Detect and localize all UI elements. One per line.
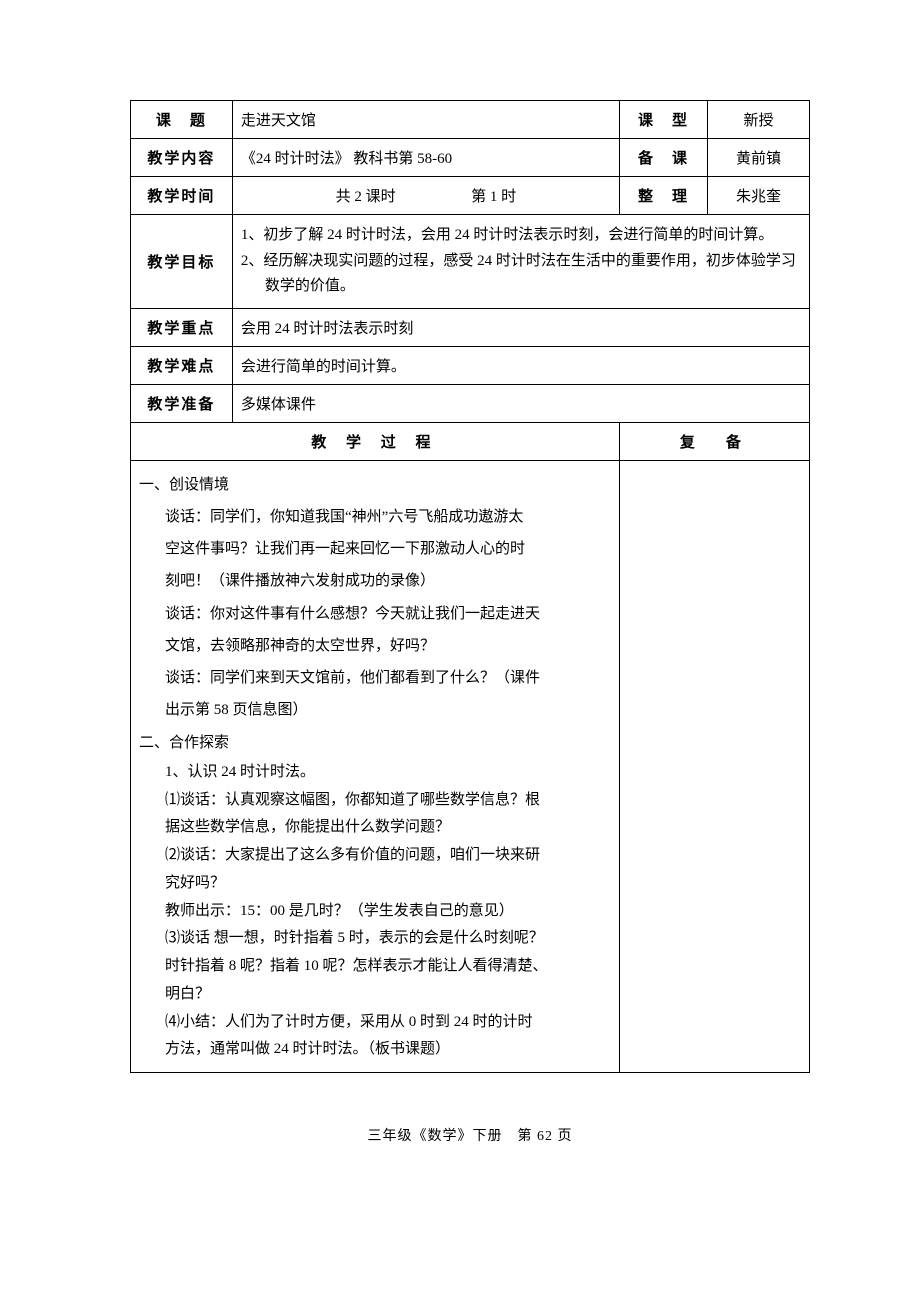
prepare-value: 黄前镇 [708, 139, 810, 177]
time-value-b: 第 1 时 [471, 189, 516, 205]
row-goals: 教学目标 1、初步了解 24 时计时法，会用 24 时计时法表示时刻，会进行简单… [131, 215, 810, 309]
row-content: 教学内容 《24 时计时法》 教科书第 58-60 备 课 黄前镇 [131, 139, 810, 177]
time-value-a: 共 2 课时 [336, 189, 396, 205]
process-label: 教 学 过 程 [131, 422, 620, 460]
process-line: 据这些数学信息，你能提出什么数学问题？ [165, 814, 611, 842]
process-line: 出示第 58 页信息图） [165, 694, 611, 726]
process-line: 时针指着 8 呢？指着 10 呢？怎样表示才能让人看得清楚、 [165, 953, 611, 981]
time-label: 教学时间 [131, 177, 233, 215]
process-line: ⑵谈话：大家提出了这么多有价值的问题，咱们一块来研 [165, 842, 611, 870]
goal-line-2: 2、经历解决现实问题的过程，感受 24 时计时法在生活中的重要作用，初步体验学习… [241, 249, 801, 300]
org-value: 朱兆奎 [708, 177, 810, 215]
process-line: 谈话：同学们来到天文馆前，他们都看到了什么？（课件 [165, 662, 611, 694]
process-line: ⑶谈话 想一想，时针指着 5 时，表示的会是什么时刻呢？ [165, 925, 611, 953]
goal-value: 1、初步了解 24 时计时法，会用 24 时计时法表示时刻，会进行简单的时间计算… [232, 215, 809, 309]
difficulty-value: 会进行简单的时间计算。 [232, 346, 809, 384]
row-time: 教学时间 共 2 课时 第 1 时 整 理 朱兆奎 [131, 177, 810, 215]
notes-label: 复 备 [619, 422, 809, 460]
notes-body [619, 460, 809, 1073]
content-value: 《24 时计时法》 教科书第 58-60 [232, 139, 619, 177]
row-prep: 教学准备 多媒体课件 [131, 384, 810, 422]
content-label: 教学内容 [131, 139, 233, 177]
page-footer: 三年级《数学》下册 第 62 页 [130, 1125, 810, 1145]
row-process-header: 教 学 过 程 复 备 [131, 422, 810, 460]
lesson-plan-table: 课 题 走进天文馆 课 型 新授 教学内容 《24 时计时法》 教科书第 58-… [130, 100, 810, 1073]
process-line: 空这件事吗？让我们再一起来回忆一下那激动人心的时 [165, 533, 611, 565]
time-value: 共 2 课时 第 1 时 [232, 177, 619, 215]
row-topic: 课 题 走进天文馆 课 型 新授 [131, 101, 810, 139]
section-2-title: 二、合作探索 [139, 727, 611, 759]
process-line: 教师出示：15：00 是几时？（学生发表自己的意见） [165, 898, 611, 926]
row-keypoint: 教学重点 会用 24 时计时法表示时刻 [131, 308, 810, 346]
process-line: 1、认识 24 时计时法。 [165, 759, 611, 787]
goal-label: 教学目标 [131, 215, 233, 309]
topic-label: 课 题 [131, 101, 233, 139]
org-label: 整 理 [619, 177, 707, 215]
goal-line-1: 1、初步了解 24 时计时法，会用 24 时计时法表示时刻，会进行简单的时间计算… [241, 223, 801, 249]
process-line: 谈话：你对这件事有什么感想？今天就让我们一起走进天 [165, 598, 611, 630]
process-line: 明白？ [165, 981, 611, 1009]
row-process-body: 一、创设情境 谈话：同学们，你知道我国“神州”六号飞船成功遨游太 空这件事吗？让… [131, 460, 810, 1073]
process-line: 谈话：同学们，你知道我国“神州”六号飞船成功遨游太 [165, 501, 611, 533]
process-line: ⑴谈话：认真观察这幅图，你都知道了哪些数学信息？根 [165, 787, 611, 815]
topic-value: 走进天文馆 [232, 101, 619, 139]
row-difficulty: 教学难点 会进行简单的时间计算。 [131, 346, 810, 384]
process-line: 究好吗？ [165, 870, 611, 898]
type-label: 课 型 [619, 101, 707, 139]
process-line: 刻吧！（课件播放神六发射成功的录像） [165, 565, 611, 597]
prepare-label: 备 课 [619, 139, 707, 177]
type-value: 新授 [708, 101, 810, 139]
process-body: 一、创设情境 谈话：同学们，你知道我国“神州”六号飞船成功遨游太 空这件事吗？让… [131, 460, 620, 1073]
keypoint-label: 教学重点 [131, 308, 233, 346]
process-line: 方法，通常叫做 24 时计时法。（板书课题） [165, 1036, 611, 1064]
difficulty-label: 教学难点 [131, 346, 233, 384]
section-1-title: 一、创设情境 [139, 469, 611, 501]
prep-value: 多媒体课件 [232, 384, 809, 422]
process-line: 文馆，去领略那神奇的太空世界，好吗？ [165, 630, 611, 662]
keypoint-value: 会用 24 时计时法表示时刻 [232, 308, 809, 346]
prep-label: 教学准备 [131, 384, 233, 422]
process-line: ⑷小结：人们为了计时方便，采用从 0 时到 24 时的计时 [165, 1009, 611, 1037]
